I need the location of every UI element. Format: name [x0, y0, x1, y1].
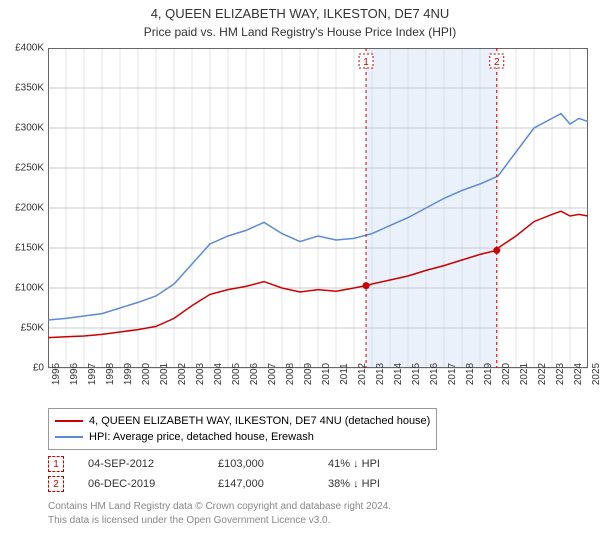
y-tick-label: £0 — [33, 363, 44, 374]
y-tick-label: £200K — [15, 203, 44, 214]
y-tick-label: £350K — [15, 83, 44, 94]
y-tick-label: £250K — [15, 163, 44, 174]
attribution-text: Contains HM Land Registry data © Crown c… — [48, 500, 391, 527]
x-tick-label: 2006 — [249, 363, 260, 385]
transaction-marker: 1 — [48, 456, 64, 472]
x-tick-label: 2020 — [501, 363, 512, 385]
x-tick-label: 2004 — [213, 363, 224, 385]
y-tick-label: £50K — [21, 323, 44, 334]
attribution-line-2: This data is licensed under the Open Gov… — [48, 514, 391, 528]
chart-container: 4, QUEEN ELIZABETH WAY, ILKESTON, DE7 4N… — [0, 0, 600, 560]
transaction-price: £103,000 — [218, 458, 328, 470]
y-tick-label: £100K — [15, 283, 44, 294]
x-tick-label: 1997 — [87, 363, 98, 385]
y-tick-label: £300K — [15, 123, 44, 134]
transaction-row: 2 06-DEC-2019£147,00038% ↓ HPI — [48, 474, 428, 494]
attribution-line-1: Contains HM Land Registry data © Crown c… — [48, 500, 391, 514]
legend-item: 4, QUEEN ELIZABETH WAY, ILKESTON, DE7 4N… — [55, 413, 430, 429]
x-tick-label: 2016 — [429, 363, 440, 385]
x-tick-label: 2024 — [573, 363, 584, 385]
transaction-row: 1 04-SEP-2012£103,00041% ↓ HPI — [48, 454, 428, 474]
x-tick-label: 2005 — [231, 363, 242, 385]
x-tick-label: 2017 — [447, 363, 458, 385]
x-tick-label: 2014 — [393, 363, 404, 385]
chart-svg: 12 — [48, 48, 588, 398]
legend-label: 4, QUEEN ELIZABETH WAY, ILKESTON, DE7 4N… — [89, 415, 430, 427]
x-tick-label: 2011 — [339, 363, 350, 385]
x-tick-label: 1996 — [69, 363, 80, 385]
x-tick-label: 2021 — [519, 363, 530, 385]
x-tick-label: 2022 — [537, 363, 548, 385]
x-tick-label: 2013 — [375, 363, 386, 385]
x-tick-label: 2019 — [483, 363, 494, 385]
x-tick-label: 1995 — [51, 363, 62, 385]
x-tick-label: 2015 — [411, 363, 422, 385]
x-tick-label: 2012 — [357, 363, 368, 385]
x-tick-label: 2007 — [267, 363, 278, 385]
svg-text:1: 1 — [363, 57, 369, 68]
x-tick-label: 2003 — [195, 363, 206, 385]
svg-text:2: 2 — [494, 57, 500, 68]
x-tick-label: 1998 — [105, 363, 116, 385]
x-tick-label: 2010 — [321, 363, 332, 385]
transaction-pct: 38% ↓ HPI — [328, 478, 428, 490]
x-tick-label: 2009 — [303, 363, 314, 385]
chart-plot-area: 12 — [48, 48, 588, 398]
transaction-date: 04-SEP-2012 — [88, 458, 218, 470]
chart-subtitle: Price paid vs. HM Land Registry's House … — [0, 21, 600, 39]
x-tick-label: 2023 — [555, 363, 566, 385]
y-tick-label: £150K — [15, 243, 44, 254]
legend-swatch — [55, 436, 83, 438]
transaction-marker: 2 — [48, 476, 64, 492]
x-tick-label: 1999 — [123, 363, 134, 385]
x-tick-label: 2000 — [141, 363, 152, 385]
legend-label: HPI: Average price, detached house, Erew… — [89, 431, 314, 443]
chart-title: 4, QUEEN ELIZABETH WAY, ILKESTON, DE7 4N… — [0, 0, 600, 21]
transaction-date: 06-DEC-2019 — [88, 478, 218, 490]
x-tick-label: 2018 — [465, 363, 476, 385]
legend-swatch — [55, 420, 83, 422]
data-point-table: 1 04-SEP-2012£103,00041% ↓ HPI 2 06-DEC-201… — [48, 454, 428, 494]
legend-item: HPI: Average price, detached house, Erew… — [55, 429, 430, 445]
y-tick-label: £400K — [15, 43, 44, 54]
x-tick-label: 2025 — [591, 363, 600, 385]
x-tick-label: 2001 — [159, 363, 170, 385]
transaction-price: £147,000 — [218, 478, 328, 490]
legend: 4, QUEEN ELIZABETH WAY, ILKESTON, DE7 4N… — [48, 408, 437, 450]
x-tick-label: 2002 — [177, 363, 188, 385]
x-tick-label: 2008 — [285, 363, 296, 385]
transaction-pct: 41% ↓ HPI — [328, 458, 428, 470]
